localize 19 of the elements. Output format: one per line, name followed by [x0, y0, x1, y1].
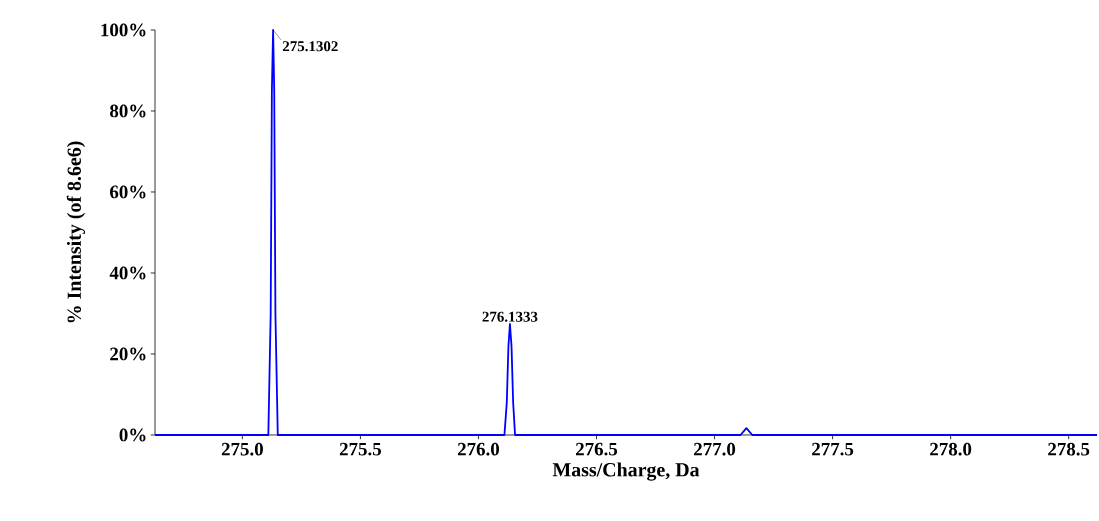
x-tick-label: 275.5 — [339, 442, 381, 456]
annotation: 276.1333 — [482, 311, 538, 322]
x-tick-label: 276.0 — [457, 442, 500, 456]
y-axis-title: % Intensity (of 8.6e6) — [66, 141, 86, 323]
x-tick-label: 277.5 — [812, 442, 854, 456]
y-tick-label: 80% — [110, 104, 146, 118]
y-tick-label: 40% — [109, 266, 146, 280]
x-tick-label: 278.0 — [930, 442, 972, 456]
line-series — [154, 29, 1098, 436]
x-tick-label: 278.5 — [1048, 442, 1090, 456]
y-tick-label: 60% — [110, 185, 146, 199]
y-tick-label: 0% — [119, 428, 146, 442]
x-tick-label: 277.0 — [694, 442, 736, 456]
x-tick-label: 275.0 — [221, 442, 263, 456]
annotation: 275.1302 — [282, 41, 338, 52]
y-tick-label: 20% — [110, 347, 146, 361]
y-tick-label: 100% — [101, 23, 146, 37]
x-axis-title: Mass/Charge, Da — [552, 462, 700, 481]
x-tick-label: 276.5 — [576, 442, 618, 456]
